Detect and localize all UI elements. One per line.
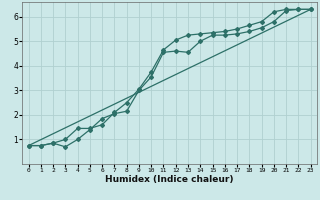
X-axis label: Humidex (Indice chaleur): Humidex (Indice chaleur) [105, 175, 234, 184]
